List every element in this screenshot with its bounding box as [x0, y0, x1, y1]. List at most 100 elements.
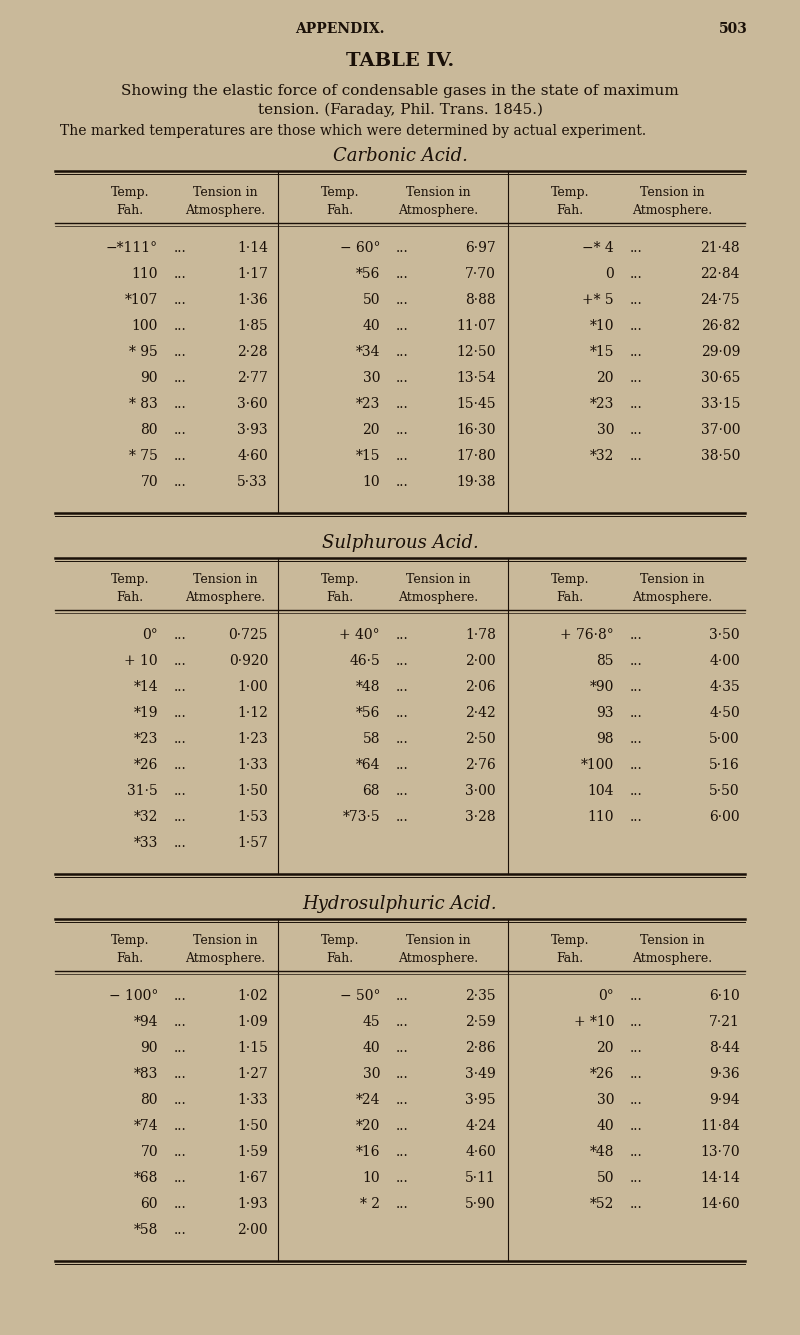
- Text: Temp.
Fah.: Temp. Fah.: [321, 934, 359, 965]
- Text: ...: ...: [396, 732, 408, 746]
- Text: 22·84: 22·84: [701, 267, 740, 280]
- Text: ...: ...: [630, 396, 642, 411]
- Text: 1·27: 1·27: [237, 1067, 268, 1081]
- Text: ...: ...: [174, 836, 186, 850]
- Text: 80: 80: [141, 1093, 158, 1107]
- Text: 1·50: 1·50: [238, 1119, 268, 1133]
- Text: − 60°: − 60°: [339, 242, 380, 255]
- Text: ...: ...: [174, 475, 186, 489]
- Text: tension. (Faraday, Phil. Trans. 1845.): tension. (Faraday, Phil. Trans. 1845.): [258, 103, 542, 117]
- Text: 13·54: 13·54: [456, 371, 496, 384]
- Text: Tension in
Atmosphere.: Tension in Atmosphere.: [632, 573, 712, 603]
- Text: *10: *10: [590, 319, 614, 332]
- Text: ...: ...: [174, 1223, 186, 1238]
- Text: *26: *26: [590, 1067, 614, 1081]
- Text: Tension in
Atmosphere.: Tension in Atmosphere.: [398, 934, 478, 965]
- Text: 11·07: 11·07: [456, 319, 496, 332]
- Text: 1·59: 1·59: [238, 1145, 268, 1159]
- Text: 3·49: 3·49: [466, 1067, 496, 1081]
- Text: *32: *32: [134, 810, 158, 824]
- Text: *64: *64: [355, 758, 380, 772]
- Text: 1·67: 1·67: [237, 1171, 268, 1185]
- Text: ...: ...: [174, 1171, 186, 1185]
- Text: ...: ...: [174, 1067, 186, 1081]
- Text: 0·725: 0·725: [229, 627, 268, 642]
- Text: 7·70: 7·70: [465, 267, 496, 280]
- Text: ...: ...: [174, 1119, 186, 1133]
- Text: 30: 30: [597, 1093, 614, 1107]
- Text: ...: ...: [630, 267, 642, 280]
- Text: ...: ...: [396, 1197, 408, 1211]
- Text: − 100°: − 100°: [109, 989, 158, 1003]
- Text: 2·76: 2·76: [466, 758, 496, 772]
- Text: 24·75: 24·75: [700, 292, 740, 307]
- Text: ...: ...: [630, 627, 642, 642]
- Text: 14·14: 14·14: [700, 1171, 740, 1185]
- Text: Tension in
Atmosphere.: Tension in Atmosphere.: [185, 186, 265, 218]
- Text: 50: 50: [362, 292, 380, 307]
- Text: 110: 110: [131, 267, 158, 280]
- Text: 1·93: 1·93: [238, 1197, 268, 1211]
- Text: 6·97: 6·97: [466, 242, 496, 255]
- Text: *48: *48: [590, 1145, 614, 1159]
- Text: 5·16: 5·16: [710, 758, 740, 772]
- Text: ...: ...: [174, 1041, 186, 1055]
- Text: 2·42: 2·42: [466, 706, 496, 720]
- Text: ...: ...: [396, 449, 408, 463]
- Text: ...: ...: [396, 1067, 408, 1081]
- Text: *74: *74: [134, 1119, 158, 1133]
- Text: *23: *23: [590, 396, 614, 411]
- Text: ...: ...: [396, 810, 408, 824]
- Text: ...: ...: [630, 449, 642, 463]
- Text: 1·53: 1·53: [238, 810, 268, 824]
- Text: * 75: * 75: [129, 449, 158, 463]
- Text: 40: 40: [362, 1041, 380, 1055]
- Text: 3·00: 3·00: [466, 784, 496, 798]
- Text: 85: 85: [597, 654, 614, 668]
- Text: ...: ...: [396, 680, 408, 694]
- Text: 0·920: 0·920: [229, 654, 268, 668]
- Text: 4·60: 4·60: [238, 449, 268, 463]
- Text: 1·17: 1·17: [237, 267, 268, 280]
- Text: − 50°: − 50°: [339, 989, 380, 1003]
- Text: 60: 60: [141, 1197, 158, 1211]
- Text: ...: ...: [174, 242, 186, 255]
- Text: *33: *33: [134, 836, 158, 850]
- Text: ...: ...: [174, 396, 186, 411]
- Text: ...: ...: [630, 344, 642, 359]
- Text: Tension in
Atmosphere.: Tension in Atmosphere.: [185, 934, 265, 965]
- Text: 4·50: 4·50: [710, 706, 740, 720]
- Text: ...: ...: [174, 344, 186, 359]
- Text: * 83: * 83: [130, 396, 158, 411]
- Text: ...: ...: [396, 784, 408, 798]
- Text: 5·90: 5·90: [466, 1197, 496, 1211]
- Text: ...: ...: [396, 475, 408, 489]
- Text: Temp.
Fah.: Temp. Fah.: [110, 186, 150, 218]
- Text: ...: ...: [630, 1171, 642, 1185]
- Text: 110: 110: [587, 810, 614, 824]
- Text: −* 4: −* 4: [582, 242, 614, 255]
- Text: ...: ...: [174, 267, 186, 280]
- Text: 7·21: 7·21: [709, 1015, 740, 1029]
- Text: ...: ...: [396, 1171, 408, 1185]
- Text: ...: ...: [630, 1119, 642, 1133]
- Text: ...: ...: [630, 1145, 642, 1159]
- Text: ...: ...: [174, 292, 186, 307]
- Text: ...: ...: [396, 1093, 408, 1107]
- Text: 80: 80: [141, 423, 158, 437]
- Text: Temp.
Fah.: Temp. Fah.: [321, 573, 359, 603]
- Text: ...: ...: [396, 267, 408, 280]
- Text: ...: ...: [630, 1093, 642, 1107]
- Text: 1·09: 1·09: [238, 1015, 268, 1029]
- Text: *73·5: *73·5: [342, 810, 380, 824]
- Text: ...: ...: [396, 1015, 408, 1029]
- Text: Temp.
Fah.: Temp. Fah.: [110, 573, 150, 603]
- Text: ...: ...: [174, 732, 186, 746]
- Text: ...: ...: [630, 1041, 642, 1055]
- Text: ...: ...: [630, 732, 642, 746]
- Text: 104: 104: [587, 784, 614, 798]
- Text: 1·15: 1·15: [237, 1041, 268, 1055]
- Text: 1·33: 1·33: [238, 758, 268, 772]
- Text: 4·60: 4·60: [466, 1145, 496, 1159]
- Text: 11·84: 11·84: [700, 1119, 740, 1133]
